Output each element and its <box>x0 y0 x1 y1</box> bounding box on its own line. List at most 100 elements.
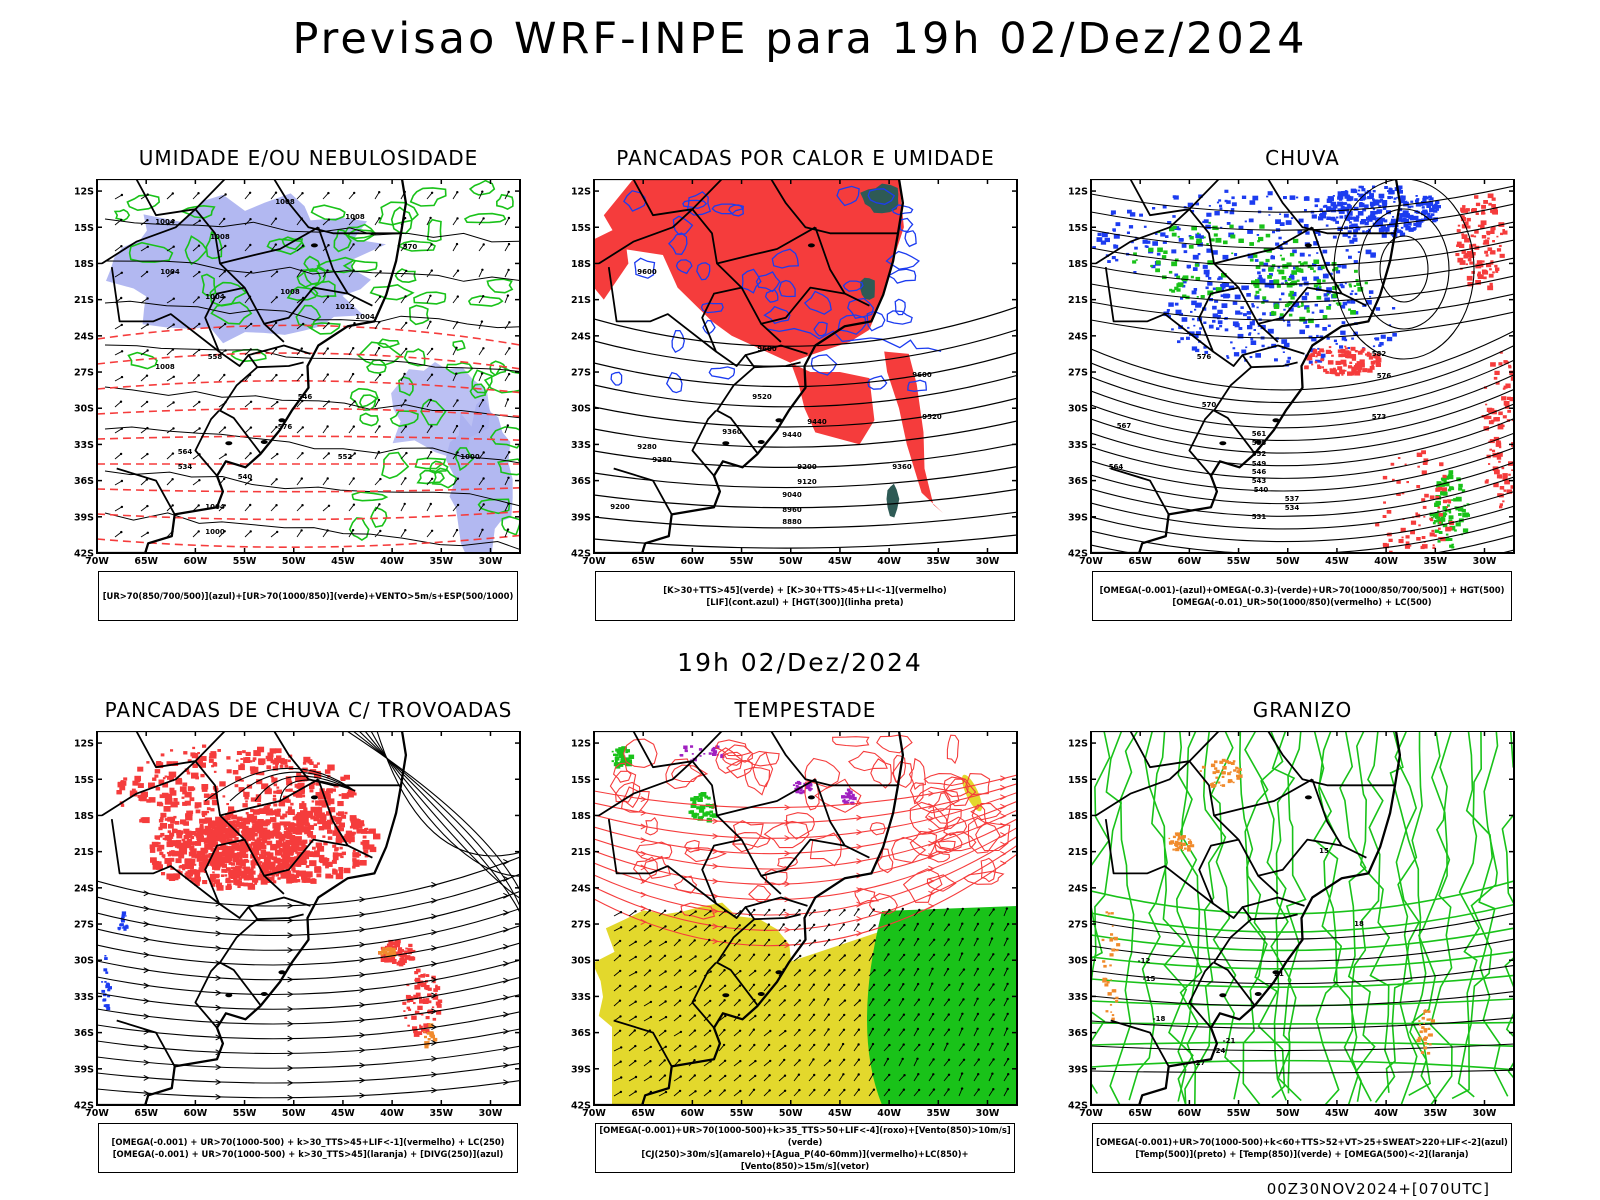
lat-tick-label: 27S <box>74 368 94 379</box>
lon-tick-label: 55W <box>233 556 257 567</box>
lat-tick-label: 30S <box>1068 404 1088 415</box>
lat-tick-label: 24S <box>571 883 591 894</box>
state-border <box>135 179 196 217</box>
contour-label: 549 <box>1252 460 1267 468</box>
state-border <box>1188 409 1214 477</box>
contour-label: 8960 <box>782 506 802 514</box>
lat-tick-label: 12S <box>1068 187 1088 198</box>
contour-label: 15 <box>1319 847 1329 855</box>
lat-tick-label: 12S <box>74 187 94 198</box>
lon-tick-label: 60W <box>184 1108 208 1119</box>
lat-tick-label: 24S <box>571 331 591 342</box>
lat-tick-label: 42S <box>74 1101 94 1112</box>
state-border <box>1267 731 1395 787</box>
panel-pancadas-calor: PANCADAS POR CALOR E UMIDADE 9600 9600 9520… <box>552 146 1018 629</box>
lat-tick-label: 39S <box>1068 1064 1088 1075</box>
state-border <box>257 361 304 369</box>
state-border <box>317 227 349 295</box>
contour-label: 1008 <box>275 198 295 206</box>
lat-tick-label: 18S <box>74 811 94 822</box>
lake <box>260 440 268 445</box>
lon-tick-label: 50W <box>1276 1108 1300 1119</box>
legend-line: [Temp(500)](preto) + [Temp(850)](verde) … <box>1135 1149 1469 1159</box>
lon-tick-label: 65W <box>134 556 158 567</box>
lat-tick-label: 24S <box>1068 331 1088 342</box>
state-border <box>257 913 304 921</box>
state-border <box>1311 779 1343 847</box>
lon-tick-label: 50W <box>779 556 803 567</box>
state-border <box>1213 778 1313 817</box>
lat-tick-label: 27S <box>1068 920 1088 931</box>
lon-tick-label: 60W <box>681 556 705 567</box>
lon-tick-label: 35W <box>429 1108 453 1119</box>
contour-label: 534 <box>1285 504 1300 512</box>
lat-tick-label: 36S <box>74 1028 94 1039</box>
contour-label: 570 <box>403 243 418 251</box>
lat-tick-label: 21S <box>74 847 94 858</box>
lake <box>310 795 318 800</box>
lake <box>807 243 815 248</box>
mid-title: 19h 02/Dez/2024 <box>677 648 923 677</box>
contour-label: 1004 <box>155 218 175 226</box>
state-border <box>1242 896 1305 908</box>
lon-tick-label: 70W <box>1079 1108 1103 1119</box>
contour-label: 9440 <box>782 431 802 439</box>
lat-tick-label: 30S <box>74 404 94 415</box>
legend-line: [LIF](cont.azul) + [HGT(300)](linha pret… <box>706 597 904 607</box>
state-border <box>194 731 226 762</box>
lat-tick-label: 27S <box>571 368 591 379</box>
state-border <box>691 731 723 762</box>
state-border <box>194 961 220 1029</box>
lon-tick-label: 40W <box>380 1108 404 1119</box>
lon-tick-label: 35W <box>1423 1108 1447 1119</box>
contour-label: 534 <box>178 463 193 471</box>
lake <box>1219 441 1227 446</box>
state-border <box>745 896 808 908</box>
lat-tick-label: 33S <box>1068 440 1088 451</box>
contour-label: 9440 <box>807 418 827 426</box>
state-border <box>135 731 196 769</box>
state-border <box>745 344 808 356</box>
lat-tick-label: 12S <box>74 739 94 750</box>
state-border <box>1213 226 1313 265</box>
panel-title: GRANIZO <box>1252 698 1353 722</box>
lat-tick-label: 15S <box>1068 775 1088 786</box>
contour-label: 564 <box>1109 463 1124 471</box>
lat-tick-label: 15S <box>571 223 591 234</box>
contour-label: 531 <box>1252 513 1267 521</box>
contour-label: -24 <box>1213 1047 1226 1055</box>
lon-tick-label: 40W <box>877 556 901 567</box>
lon-tick-label: 45W <box>828 1108 852 1119</box>
contour-label: 9200 <box>610 503 630 511</box>
panel-title: PANCADAS POR CALOR E UMIDADE <box>616 146 995 170</box>
forecast-map: 5765705675615555525495465435405375345315… <box>1068 179 1515 567</box>
lon-tick-label: 70W <box>1079 556 1103 567</box>
lake <box>757 440 765 445</box>
state-border <box>101 208 373 325</box>
lon-tick-label: 45W <box>331 556 355 567</box>
coastline <box>594 731 905 1105</box>
contour-label: 552 <box>1252 450 1267 458</box>
panel-title: UMIDADE E/OU NEBULOSIDADE <box>138 146 479 170</box>
map-fields: 1004100810081004100810041008101210041008… <box>97 179 520 553</box>
state-border <box>632 731 693 769</box>
lat-tick-label: 15S <box>74 223 94 234</box>
lake <box>757 992 765 997</box>
legend-box: [K>30+TTS>45](verde) + [K>30+TTS>45+LI<-… <box>595 571 1015 621</box>
lon-tick-label: 70W <box>582 556 606 567</box>
coastline <box>1091 179 1402 553</box>
contour-label: -15 <box>1143 975 1156 983</box>
state-border <box>273 179 401 235</box>
lake <box>1304 243 1312 248</box>
lake <box>1272 418 1280 423</box>
lat-tick-label: 18S <box>1068 259 1088 270</box>
legend-box: [UR>70(850/700/500)](azul)+[UR>70(1000/8… <box>98 571 518 621</box>
legend-line: [OMEGA(-0.001) + UR>70(1000-500) + k>30_… <box>111 1137 505 1147</box>
lat-tick-label: 33S <box>74 440 94 451</box>
contour-label: -27 <box>1193 1059 1206 1067</box>
contour-label: 1008 <box>155 363 175 371</box>
map-frame <box>96 179 521 554</box>
